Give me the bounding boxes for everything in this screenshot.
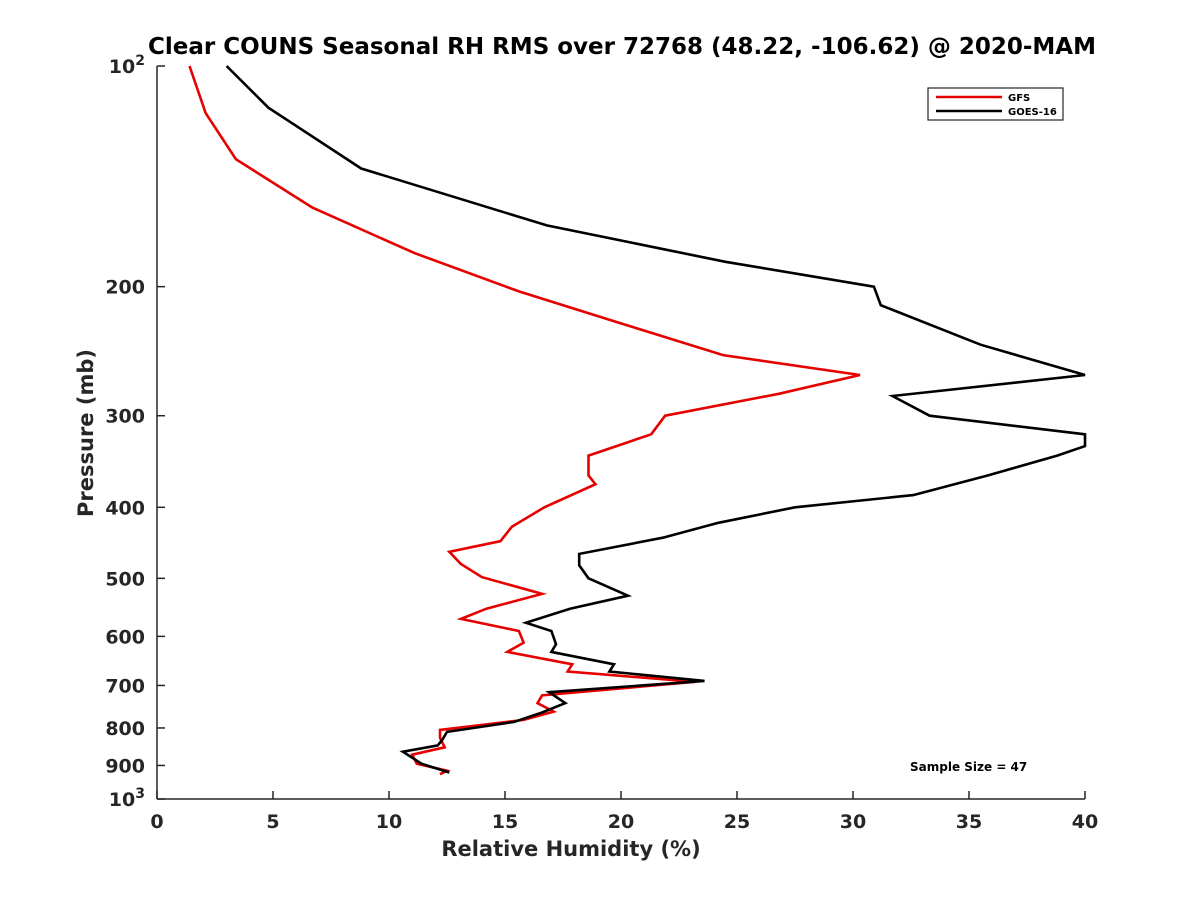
y-tick-label: 102 xyxy=(109,53,145,78)
x-tick-label: 10 xyxy=(376,811,402,833)
y-tick-label: 400 xyxy=(105,497,145,519)
y-tick-label: 200 xyxy=(105,277,145,299)
x-tick-label: 20 xyxy=(608,811,634,833)
x-tick-label: 25 xyxy=(724,811,750,833)
x-tick-label: 35 xyxy=(956,811,982,833)
x-axis-label: Relative Humidity (%) xyxy=(441,837,700,861)
x-tick-label: 0 xyxy=(150,811,163,833)
legend-box xyxy=(927,87,1064,121)
y-tick-label: 300 xyxy=(105,406,145,428)
y-tick-label: 700 xyxy=(105,675,145,697)
series-line-goes16 xyxy=(225,65,1087,774)
legend-label-goes16: GOES-16 xyxy=(1008,107,1057,118)
x-tick-label: 5 xyxy=(266,811,279,833)
plot-series xyxy=(188,65,1087,776)
x-tick-label: 15 xyxy=(492,811,518,833)
x-tick-label: 30 xyxy=(840,811,866,833)
sample-size-annotation: Sample Size = 47 xyxy=(910,760,1027,774)
y-axis-label: Pressure (mb) xyxy=(74,349,98,517)
chart-title: Clear COUNS Seasonal RH RMS over 72768 (… xyxy=(148,34,1096,60)
y-tick-label: 800 xyxy=(105,718,145,740)
y-tick-label: 500 xyxy=(105,568,145,590)
y-tick-label: 900 xyxy=(105,755,145,777)
y-tick-label: 600 xyxy=(105,626,145,648)
legend-label-gfs: GFS xyxy=(1008,93,1030,104)
x-tick-label: 40 xyxy=(1072,811,1098,833)
series-line-gfs xyxy=(188,65,861,776)
x-axis: 0 5 10 15 20 25 30 35 40 xyxy=(150,791,1098,833)
legend: GFS GOES-16 xyxy=(927,87,1064,121)
